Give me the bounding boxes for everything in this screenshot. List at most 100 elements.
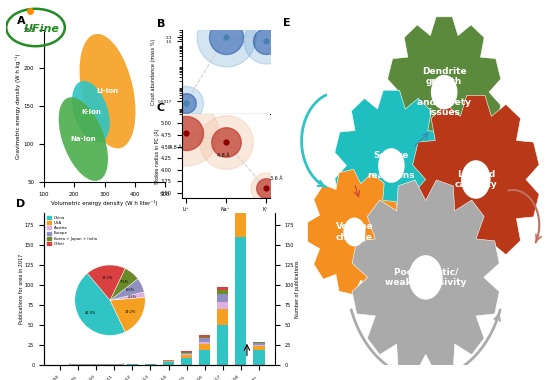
Bar (163, 363, 174, 365)
Ellipse shape (72, 81, 110, 142)
Point (261, 185, 270, 192)
Bar (217, 302, 228, 309)
Point (221, 139, 230, 145)
Point (181, 130, 190, 136)
Point (181, 100, 190, 106)
Text: E: E (283, 18, 291, 28)
Polygon shape (388, 17, 501, 168)
Text: Volume
change: Volume change (336, 222, 373, 242)
Polygon shape (335, 90, 448, 241)
Point (221, 35, 230, 41)
Text: Severe
side
reactions: Severe side reactions (367, 150, 415, 180)
Point (221, 35, 230, 41)
Point (221, 139, 230, 145)
Ellipse shape (59, 97, 108, 181)
Bar (253, 347, 265, 350)
Bar (253, 345, 265, 347)
Bar (253, 350, 265, 365)
Text: 19.2%: 19.2% (124, 310, 135, 314)
Text: 3.6 Å: 3.6 Å (271, 176, 283, 181)
Point (261, 38, 270, 44)
Y-axis label: Number of publications: Number of publications (295, 260, 300, 318)
Bar (199, 337, 211, 339)
Text: Poor kinetic/
weak diffusivity: Poor kinetic/ weak diffusivity (385, 268, 466, 287)
Text: UFine: UFine (23, 24, 59, 34)
Point (261, 185, 270, 192)
Bar (181, 358, 192, 365)
Bar (126, 364, 138, 365)
Text: Limited
capacity: Limited capacity (454, 170, 497, 189)
Point (181, 100, 190, 106)
Text: Li-ion: Li-ion (97, 88, 119, 94)
Bar (217, 294, 228, 302)
Text: Na-ion: Na-ion (70, 136, 96, 142)
Point (181, 100, 190, 106)
Text: 7.5%: 7.5% (120, 280, 129, 284)
Bar (217, 290, 228, 294)
Point (181, 130, 190, 136)
Bar (235, 177, 246, 193)
Bar (217, 325, 228, 365)
Bar (145, 364, 156, 365)
Wedge shape (75, 273, 125, 336)
Point (181, 130, 190, 136)
Text: 46.0%: 46.0% (85, 310, 96, 315)
Bar (199, 342, 211, 344)
Circle shape (432, 76, 456, 109)
Polygon shape (412, 95, 539, 264)
Bar (235, 193, 246, 205)
Bar (199, 350, 211, 365)
X-axis label: Volumetric energy density (W h liter⁻¹): Volumetric energy density (W h liter⁻¹) (51, 200, 158, 206)
Point (221, 35, 230, 41)
Bar (163, 360, 174, 361)
Text: 4.8 Å: 4.8 Å (217, 153, 230, 158)
Bar (217, 309, 228, 325)
Bar (163, 361, 174, 363)
Bar (217, 287, 228, 290)
Bar (181, 355, 192, 358)
Y-axis label: Crust abundance (mass %): Crust abundance (mass %) (151, 39, 156, 105)
Ellipse shape (80, 34, 135, 149)
Bar (235, 161, 246, 167)
Wedge shape (87, 265, 125, 300)
Bar (199, 335, 211, 337)
Circle shape (344, 218, 365, 245)
Text: K-ion: K-ion (81, 109, 101, 115)
Text: Dendrite
growth

and safety
issues: Dendrite growth and safety issues (417, 67, 471, 117)
Wedge shape (110, 268, 138, 300)
Bar (181, 352, 192, 353)
Y-axis label: Gravimetric energy density (W h kg⁻¹): Gravimetric energy density (W h kg⁻¹) (15, 54, 21, 159)
Point (261, 38, 270, 44)
Text: A: A (18, 16, 26, 26)
Wedge shape (110, 279, 144, 300)
Bar (181, 351, 192, 352)
Bar (235, 237, 246, 365)
Bar (181, 353, 192, 355)
Text: B: B (157, 19, 165, 29)
Polygon shape (307, 169, 401, 294)
Bar (253, 343, 265, 345)
Polygon shape (352, 180, 499, 375)
Circle shape (462, 161, 490, 198)
Text: D: D (16, 199, 25, 209)
Y-axis label: Stokes radius in PC (Å): Stokes radius in PC (Å) (154, 128, 160, 184)
Text: 18.2%: 18.2% (102, 276, 113, 280)
Circle shape (379, 149, 404, 182)
Text: 4.8 Å: 4.8 Å (169, 145, 182, 150)
Bar (235, 167, 246, 177)
Wedge shape (110, 297, 145, 332)
Point (261, 38, 270, 44)
Text: C: C (157, 103, 165, 112)
Bar (253, 342, 265, 343)
Point (261, 185, 270, 192)
Text: 2.5%: 2.5% (128, 294, 137, 299)
Legend: China, USA, Austria, Europe, Korea + Japan + India, Other: China, USA, Austria, Europe, Korea + Jap… (46, 215, 98, 247)
Bar (199, 339, 211, 342)
Circle shape (409, 256, 442, 299)
Text: 6.6%: 6.6% (126, 288, 135, 292)
Wedge shape (110, 292, 145, 300)
Bar (235, 205, 246, 237)
Point (221, 139, 230, 145)
Bar (199, 344, 211, 350)
Y-axis label: Publications for area in 2017: Publications for area in 2017 (19, 254, 24, 324)
